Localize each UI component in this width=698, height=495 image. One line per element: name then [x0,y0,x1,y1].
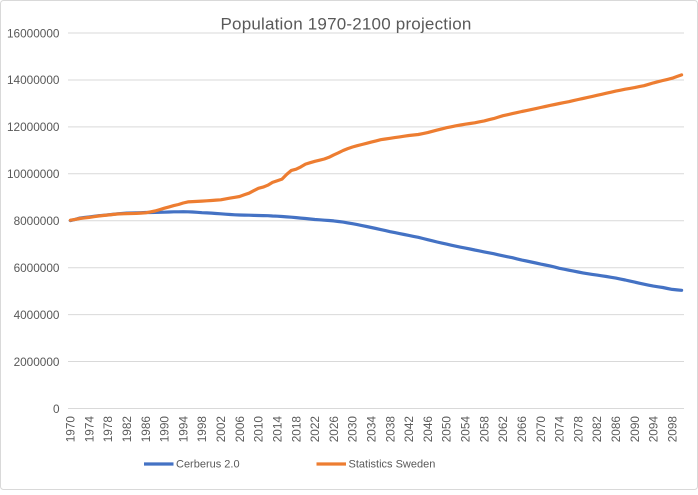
svg-text:Population 1970-2100 projectio: Population 1970-2100 projection [221,15,472,34]
svg-text:2074: 2074 [553,416,567,443]
svg-text:2086: 2086 [609,416,623,443]
svg-text:2054: 2054 [459,416,473,443]
svg-text:2094: 2094 [647,416,661,443]
svg-text:2022: 2022 [308,416,322,442]
svg-text:10000000: 10000000 [7,167,60,181]
svg-text:2030: 2030 [346,416,360,443]
svg-text:2010: 2010 [252,416,266,443]
svg-text:1970: 1970 [64,416,78,443]
svg-text:2026: 2026 [327,416,341,443]
svg-text:1998: 1998 [195,416,209,443]
svg-text:16000000: 16000000 [7,26,60,40]
svg-text:2066: 2066 [515,416,529,443]
svg-text:1982: 1982 [120,416,134,442]
svg-text:2042: 2042 [402,416,416,442]
svg-text:0: 0 [53,402,60,416]
svg-text:2058: 2058 [477,416,491,443]
svg-text:2038: 2038 [383,416,397,443]
svg-text:2090: 2090 [628,416,642,443]
svg-text:2078: 2078 [571,416,585,443]
svg-text:2050: 2050 [440,416,454,443]
svg-text:12000000: 12000000 [7,120,60,134]
svg-text:2018: 2018 [289,416,303,443]
svg-text:2034: 2034 [365,416,379,443]
svg-text:1990: 1990 [158,416,172,443]
svg-text:2014: 2014 [271,416,285,443]
svg-text:2046: 2046 [421,416,435,443]
svg-text:Statistics Sweden: Statistics Sweden [349,459,436,471]
svg-text:4000000: 4000000 [14,308,60,322]
svg-text:2062: 2062 [496,416,510,442]
svg-text:2000000: 2000000 [14,355,60,369]
svg-text:2070: 2070 [534,416,548,443]
svg-text:2006: 2006 [233,416,247,443]
svg-text:6000000: 6000000 [14,261,60,275]
svg-text:1994: 1994 [176,416,190,443]
svg-text:2098: 2098 [665,416,679,443]
svg-text:14000000: 14000000 [7,73,60,87]
svg-text:1974: 1974 [82,416,96,443]
svg-text:1978: 1978 [101,416,115,443]
svg-text:Cerberus 2.0: Cerberus 2.0 [176,459,240,471]
svg-text:8000000: 8000000 [14,214,60,228]
svg-text:1986: 1986 [139,416,153,443]
svg-text:2002: 2002 [214,416,228,442]
svg-text:2082: 2082 [590,416,604,442]
